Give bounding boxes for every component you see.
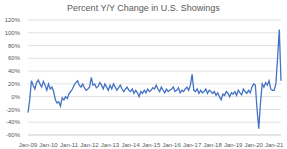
svg-text:Jan-21: Jan-21	[265, 142, 279, 148]
svg-text:0%: 0%	[11, 94, 20, 100]
svg-text:100%: 100%	[8, 30, 21, 36]
svg-text:Jan-14: Jan-14	[121, 142, 140, 148]
svg-text:Jan-20: Jan-20	[244, 142, 263, 148]
svg-text:-20%: -20%	[8, 107, 21, 113]
svg-text:80%: 80%	[8, 43, 21, 49]
svg-text:-60%: -60%	[8, 132, 21, 138]
svg-text:Jan-12: Jan-12	[80, 142, 99, 148]
svg-text:120%: 120%	[8, 17, 21, 23]
html-text:Percent Y/Y Change in U.S. Sho: Percent Y/Y Change in U.S. Showings	[67, 3, 220, 13]
svg-text:Jan-15: Jan-15	[142, 142, 161, 148]
svg-text:Jan-16: Jan-16	[162, 142, 181, 148]
svg-text:Jan-11: Jan-11	[60, 142, 79, 148]
svg-text:-40%: -40%	[8, 119, 21, 125]
svg-text:Jan-10: Jan-10	[39, 142, 58, 148]
svg-text:Jan-09: Jan-09	[19, 142, 38, 148]
svg-text:20%: 20%	[8, 81, 21, 87]
svg-text:Jan-18: Jan-18	[203, 142, 222, 148]
svg-text:Jan-13: Jan-13	[101, 142, 120, 148]
svg-text:Jan-19: Jan-19	[224, 142, 243, 148]
svg-text:60%: 60%	[8, 55, 21, 61]
svg-text:40%: 40%	[8, 68, 21, 74]
svg-text:Jan-17: Jan-17	[183, 142, 202, 148]
